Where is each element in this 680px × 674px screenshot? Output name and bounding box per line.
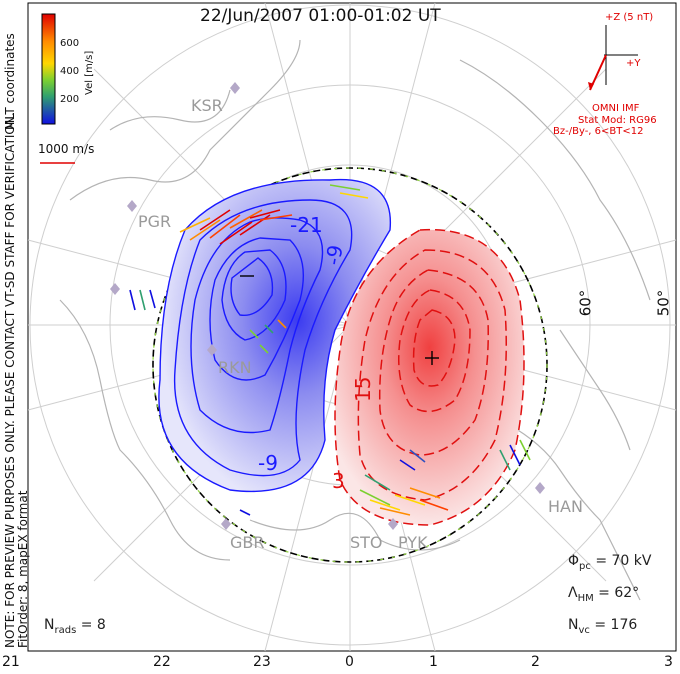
- colorbar-tick: 200: [60, 94, 80, 105]
- station-markers: [110, 82, 545, 530]
- station-label: HAN: [548, 497, 583, 516]
- fitorder-label: FitOrder: 8, mapEX format: [16, 490, 30, 648]
- colorbar-tick: 400: [60, 66, 80, 77]
- mlt-tick: 21: [2, 654, 20, 670]
- latitude-label: 50°: [654, 289, 673, 317]
- station-label: RKN: [218, 358, 252, 377]
- page-title: 22/Jun/2007 01:00-01:02 UT: [200, 6, 441, 26]
- radar-count-value: = 8: [76, 617, 106, 633]
- contour-labels: -21 -9 -9 15 3: [258, 213, 375, 493]
- vector-count-subscript: vc: [578, 624, 590, 636]
- mlt-tick: 3: [664, 654, 673, 670]
- station-label: KSR: [191, 96, 223, 115]
- imf-model: Stat Mod: RG96: [578, 115, 657, 126]
- radar-count-subscript: rads: [54, 624, 77, 636]
- radar-count-symbol: N: [44, 617, 55, 633]
- mlt-tick: 23: [253, 654, 271, 670]
- hm-value: = 62°: [593, 585, 640, 601]
- imf-source: OMNI IMF: [592, 103, 640, 114]
- station-label: PGR: [138, 212, 172, 231]
- contour-label: -9: [258, 451, 278, 475]
- vector-count: Nvc = 176: [568, 617, 637, 636]
- imf-y-label: +Y: [626, 58, 641, 69]
- hm-boundary-stat: ΛHM = 62°: [568, 585, 639, 604]
- potential-drop-subscript: pc: [579, 560, 591, 572]
- vector-count-value: = 176: [589, 617, 638, 633]
- mlt-tick: 22: [153, 654, 171, 670]
- contour-label: -21: [290, 213, 323, 237]
- contour-label: -9: [321, 243, 348, 267]
- contour-label: 15: [351, 377, 375, 402]
- plot-frame: [27, 2, 677, 652]
- hm-subscript: HM: [577, 592, 594, 604]
- radar-count: Nrads = 8: [44, 617, 106, 636]
- vector-count-symbol: N: [568, 617, 579, 633]
- latitude-label: 60°: [576, 289, 595, 317]
- potential-drop-symbol: Φ: [568, 553, 580, 569]
- imf-z-label: +Z (5 nT): [605, 12, 654, 23]
- velocity-vectors: [129, 184, 531, 516]
- positive-potential-cell: [334, 228, 525, 526]
- scale-vector-label: 1000 m/s: [38, 142, 95, 156]
- mlt-tick: 0: [345, 654, 354, 670]
- colorbar: [41, 13, 56, 125]
- potential-drop-value: = 70 kV: [590, 553, 652, 569]
- hm-boundary-overlay: [152, 167, 548, 563]
- note-label: NOTE: FOR PREVIEW PURPOSES ONLY. PLEASE …: [3, 112, 17, 648]
- contour-label: 3: [332, 469, 345, 493]
- station-label: PYK: [398, 533, 428, 552]
- coastlines: [59, 39, 651, 601]
- station-label: STO: [350, 533, 383, 552]
- colorbar-tick: 600: [60, 38, 80, 49]
- mlt-tick: 2: [531, 654, 540, 670]
- imf-clock: [588, 25, 638, 91]
- colorbar-label: Vel [m/s]: [84, 50, 95, 95]
- mlt-tick: 1: [429, 654, 438, 670]
- station-label: GBR: [230, 533, 265, 552]
- imf-condition: Bz-/By-, 6<BT<12: [553, 126, 644, 137]
- hm-symbol: Λ: [568, 585, 578, 601]
- potential-drop: Φpc = 70 kV: [568, 553, 651, 572]
- negative-potential-cell: [158, 178, 392, 493]
